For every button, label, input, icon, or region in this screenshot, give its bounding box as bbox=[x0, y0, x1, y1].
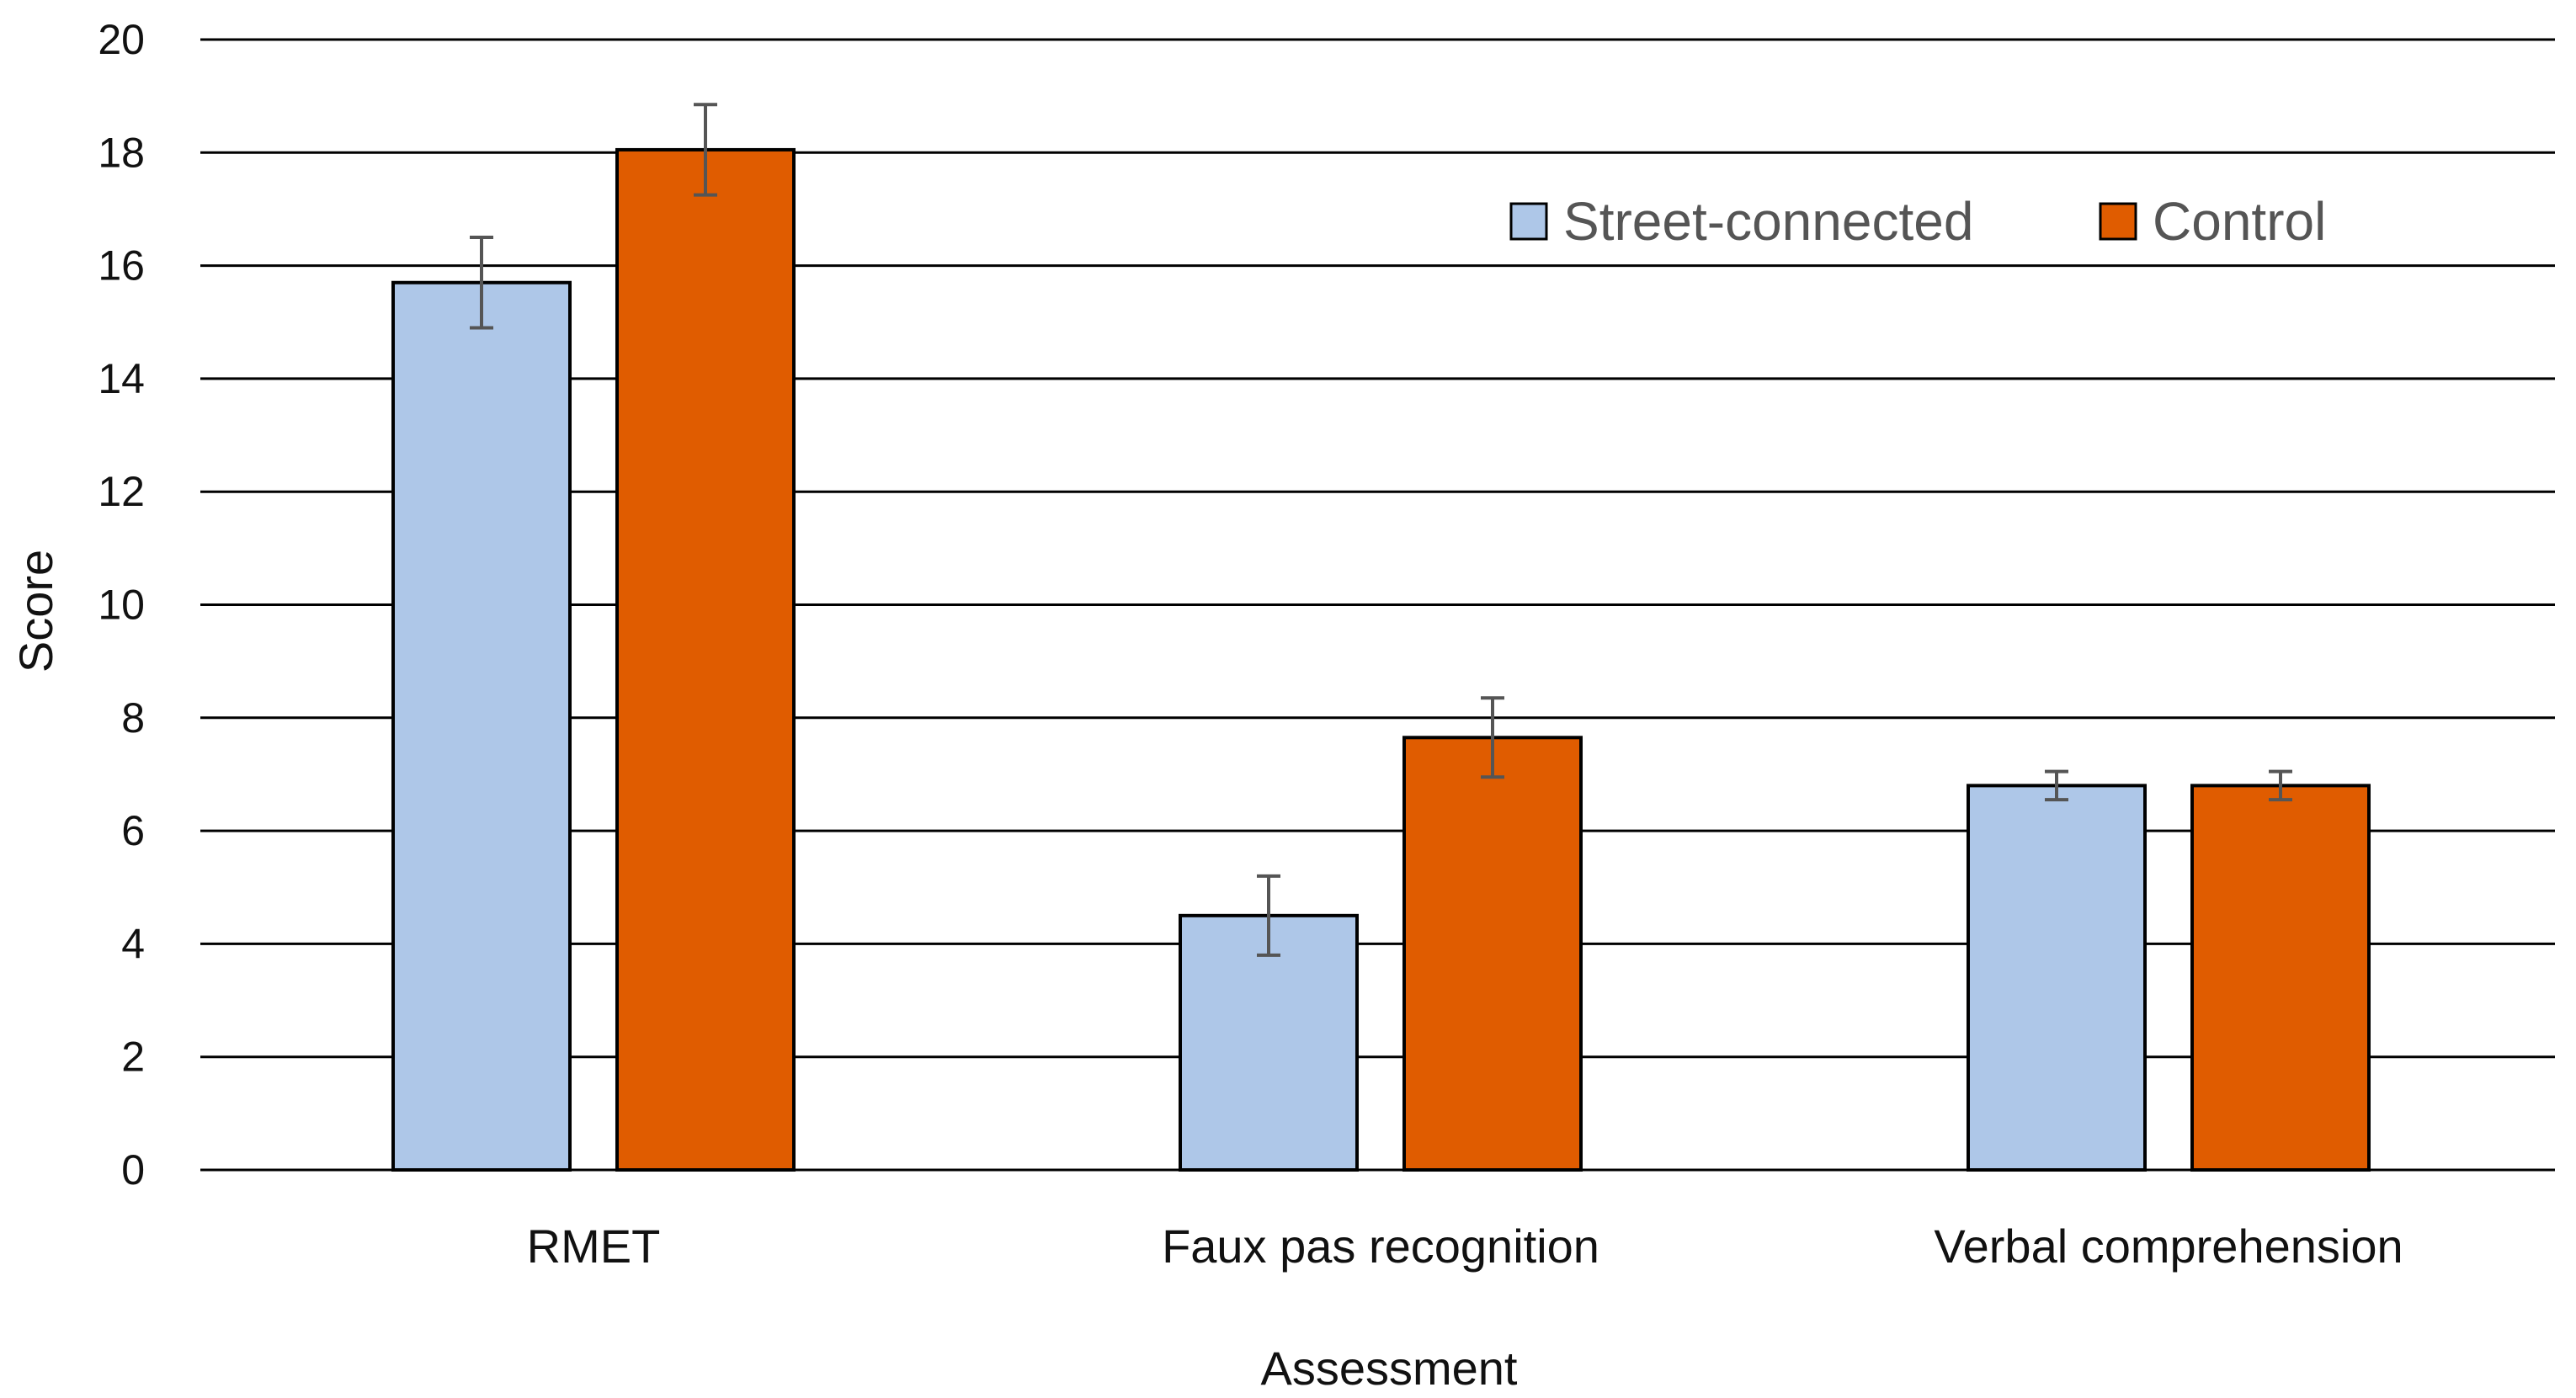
bar-1-0 bbox=[615, 147, 796, 1172]
y-tick-label: 10 bbox=[98, 582, 145, 629]
legend-label: Control bbox=[2153, 191, 2326, 252]
y-tick-label: 14 bbox=[98, 355, 145, 402]
y-tick-label: 20 bbox=[98, 16, 145, 63]
legend-swatch bbox=[1509, 202, 1548, 241]
gridlines bbox=[200, 38, 2555, 1172]
y-tick-label: 18 bbox=[98, 129, 145, 176]
bar-0-0 bbox=[391, 280, 572, 1172]
y-axis-ticks: 0 2 4 6 8 10 12 14 16 18 20 bbox=[98, 16, 145, 1193]
y-tick-label: 0 bbox=[121, 1146, 145, 1193]
x-category-label: Faux pas recognition bbox=[1162, 1220, 1599, 1273]
bar-1-1 bbox=[1402, 736, 1583, 1172]
x-axis-categories: RMET Faux pas recognition Verbal comprehen… bbox=[527, 1220, 2403, 1273]
bar-0-2 bbox=[1967, 784, 2147, 1172]
legend-swatch bbox=[2099, 202, 2137, 241]
x-category-label: RMET bbox=[527, 1220, 661, 1273]
y-tick-label: 8 bbox=[121, 694, 145, 742]
x-axis-title: Assessment bbox=[1261, 1342, 1518, 1395]
y-axis-title: Score bbox=[9, 550, 62, 672]
y-tick-label: 16 bbox=[98, 242, 145, 290]
legend-label: Street-connected bbox=[1563, 191, 1973, 252]
legend: Street-connected Control bbox=[1509, 191, 2326, 252]
y-tick-label: 4 bbox=[121, 920, 145, 967]
y-tick-label: 12 bbox=[98, 468, 145, 515]
error-bars bbox=[470, 103, 2292, 957]
bar-1-2 bbox=[2190, 784, 2371, 1172]
y-tick-label: 6 bbox=[121, 807, 145, 854]
bars bbox=[391, 147, 2371, 1172]
bar-0-1 bbox=[1179, 913, 1359, 1172]
y-tick-label: 2 bbox=[121, 1034, 145, 1081]
x-category-label: Verbal comprehension bbox=[1934, 1220, 2403, 1273]
